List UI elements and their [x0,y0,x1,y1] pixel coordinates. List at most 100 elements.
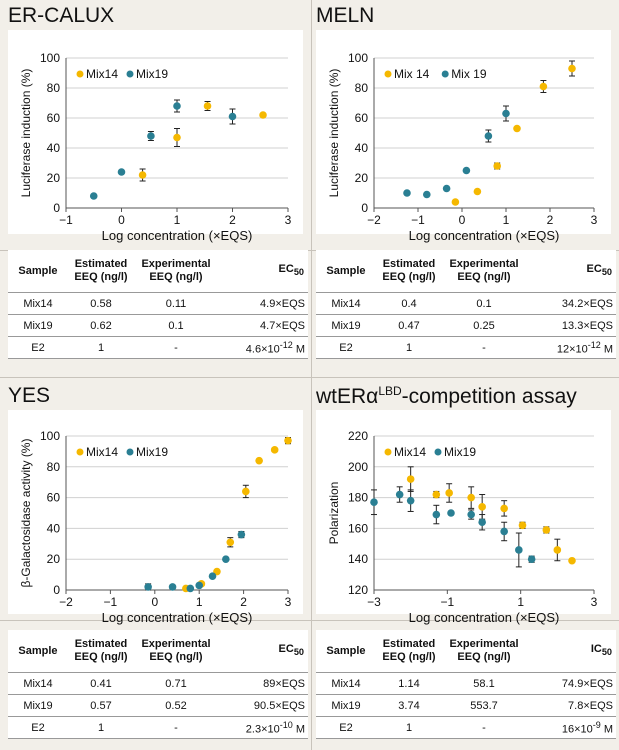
panel-title: MELN [316,4,374,28]
table-cell: 4.6×10-12 M [218,336,308,359]
y-tick-label: 60 [355,111,369,125]
table-cell: 0.62 [68,314,134,337]
table-cell: 0.4 [376,292,442,315]
data-point [513,124,521,133]
results-table: Sample Estimated EEQ (ng/l) Experimental E… [316,630,616,739]
table-header: Sample [316,250,376,293]
panel-meln: MELN 0 20 40 60 80 100 −2 −1 0 1 2 3 Log concentratio… [316,4,616,374]
legend-label: Mix19 [136,445,168,459]
y-tick-label: 0 [53,201,60,215]
results-table: Sample Estimated EEQ (ng/l) Experimental E… [316,250,616,359]
data-point [539,82,548,91]
table-cell: 12×10-12 M [526,336,616,359]
legend-marker [126,448,134,456]
x-tick-label: −2 [59,595,73,609]
table-cell: E2 [8,336,68,359]
panel-wter: wtERαLBD-competition assay 120 140 160 180 20… [316,384,616,750]
data-point [518,521,527,530]
data-point [144,583,152,591]
x-tick-label: 3 [285,595,292,609]
data-point [259,111,267,119]
x-tick-label: 0 [118,213,125,227]
table-cell: 0.41 [68,672,134,695]
x-tick-label: −1 [59,213,73,227]
data-point [447,509,455,517]
table-header-row: Sample Estimated EEQ (ng/l) Experimental E… [316,250,616,293]
chart: 0 20 40 60 80 100 −2 −1 0 1 2 3 Log concentration (×… [8,410,303,625]
x-tick-label: 1 [517,595,524,609]
data-point [542,526,551,534]
legend-label: Mix 19 [451,67,487,81]
table-header-row: Sample Estimated EEQ (ng/l) Experimental E… [8,630,308,673]
x-tick-label: 0 [151,595,158,609]
y-tick-label: 40 [355,141,369,155]
panel-er-calux: ER-CALUX 0 20 40 60 80 100 −1 0 1 2 3 Log concentrat… [8,4,308,374]
data-point [195,581,203,590]
x-tick-label: −1 [440,595,454,609]
separator [0,250,619,251]
table-row: E2 1-16×10-9 M [316,716,616,739]
separator [0,620,619,621]
data-point [527,555,536,563]
data-point [222,555,230,563]
table-row: Mix14 0.4 0.1 34.2×EQS [316,292,616,315]
table-header: IC50 [526,630,616,673]
table-cell: 0.57 [68,694,134,717]
table-cell: Mix14 [8,292,68,315]
chart-svg: 0 20 40 60 80 100 −2 −1 0 1 2 3 Log concentration (×… [327,51,598,243]
table-cell: Mix14 [8,672,68,695]
data-point [473,187,482,196]
panel-title-text: ER-CALUX [8,4,115,27]
panel-title-text: YES [8,384,51,407]
table-row: E2 1-4.6×10-12 M [8,336,308,359]
legend-marker [126,70,134,78]
legend-marker [441,70,449,78]
table-cell: 0.25 [442,314,526,337]
table-cell: 74.9×EQS [526,672,616,695]
table-header: EC50 [218,250,308,293]
y-tick-label: 120 [348,583,368,597]
data-point [484,132,493,140]
x-axis-label: Log concentration (×EQS) [409,228,560,243]
table-cell: 0.71 [134,672,218,695]
legend-marker [384,70,392,78]
results-table: Sample Estimated EEQ (ng/l) Experimental E… [8,630,308,739]
data-point [445,489,453,497]
table-cell: E2 [316,336,376,359]
y-axis-label: Luciferase induction (%) [327,69,341,198]
y-tick-label: 80 [47,460,61,474]
panel-title: ER-CALUX [8,4,114,28]
table-cell: 1 [376,716,442,739]
y-tick-label: 80 [47,81,61,95]
panel-title-text: wtERα [316,385,379,408]
table-cell: 58.1 [442,672,526,695]
panel-title-sup: LBD [378,384,402,398]
y-tick-label: 40 [47,521,61,535]
data-point [515,546,523,554]
data-point [228,112,237,121]
y-axis-label: Luciferase induction (%) [19,69,33,198]
legend-label: Mix19 [444,445,476,459]
separator [311,0,312,750]
y-tick-label: 20 [47,552,61,566]
table-header: Experimental EEQ (ng/l) [442,250,526,293]
data-point [493,162,501,170]
x-tick-label: 1 [174,213,181,227]
table-cell: - [442,716,526,739]
y-tick-label: 180 [348,491,368,505]
data-point [117,168,126,176]
x-tick-label: −1 [104,595,118,609]
legend-marker [76,448,84,456]
data-point [432,490,441,499]
table-cell: 1.14 [376,672,442,695]
table-cell: Mix19 [8,314,68,337]
table-header: Experimental EEQ (ng/l) [442,630,526,673]
table-header: Estimated EEQ (ng/l) [68,630,134,673]
table-cell: 0.58 [68,292,134,315]
y-axis-label: Polarization [327,482,341,545]
data-point [89,192,98,200]
data-point [478,503,486,511]
data-point [138,171,147,179]
y-axis-label: β-Galactosidase activity (%) [19,439,33,588]
